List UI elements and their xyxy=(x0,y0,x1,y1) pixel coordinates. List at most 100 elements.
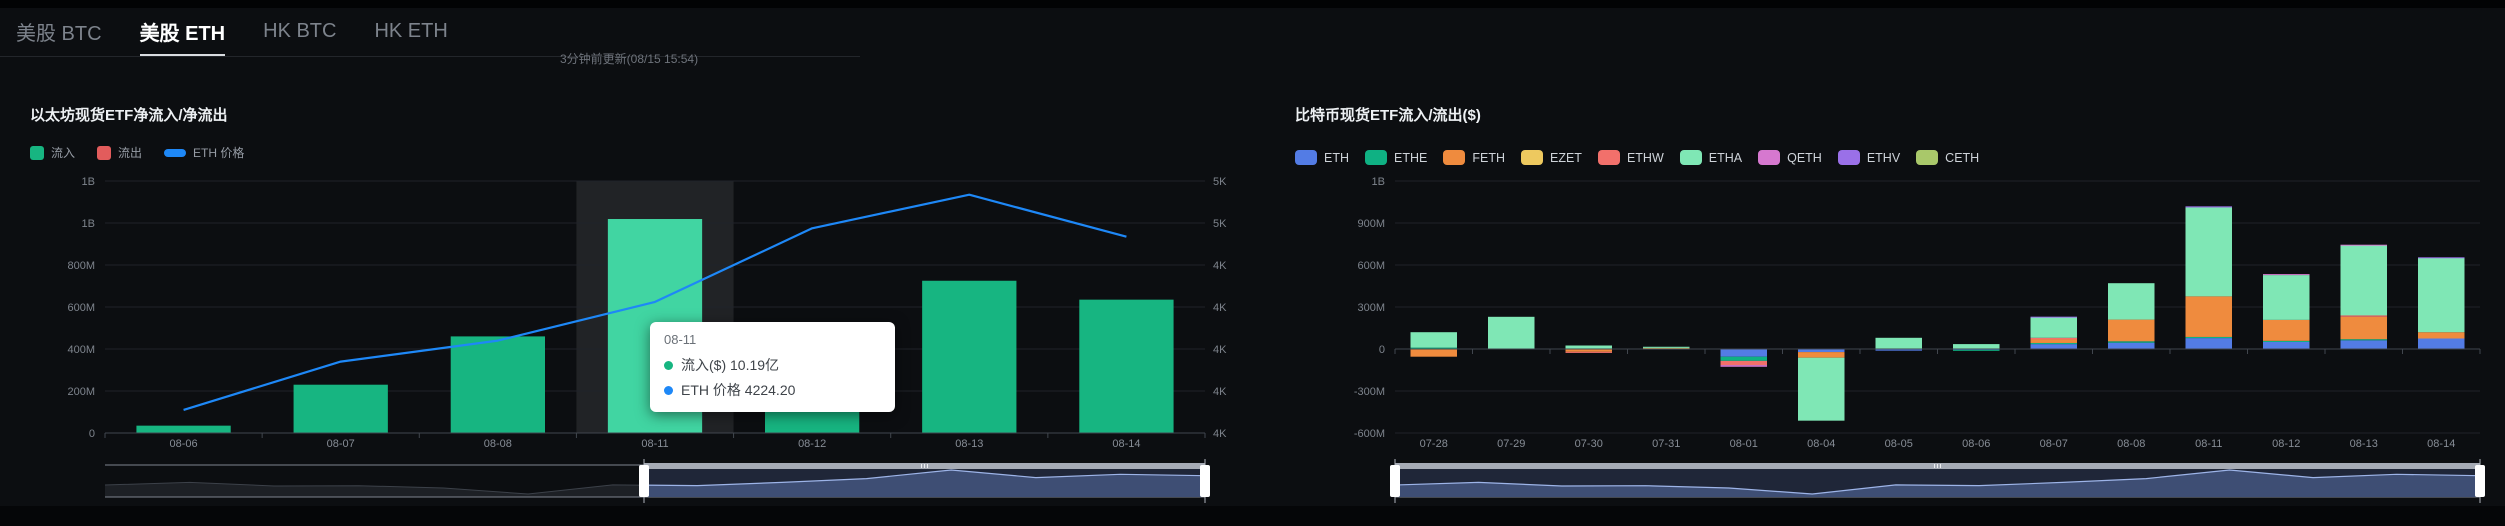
legend-item-CETH[interactable]: CETH xyxy=(1916,150,1979,165)
tab-2[interactable]: 美股 ETH xyxy=(139,8,226,56)
stack-segment-ETHV[interactable] xyxy=(2185,206,2233,208)
stack-segment-ETHA[interactable] xyxy=(1410,332,1458,348)
left-datazoom-slider-handle-left[interactable] xyxy=(639,465,649,497)
stack-segment-ETHA[interactable] xyxy=(2108,283,2155,320)
stack-segment-FETH[interactable] xyxy=(2418,332,2465,339)
stack-segment-QETH[interactable] xyxy=(2340,244,2388,246)
stack-segment-FETH[interactable] xyxy=(2108,319,2155,342)
stack-segment-ETHA[interactable] xyxy=(2185,207,2233,297)
stack-segment-ETHA[interactable] xyxy=(2340,245,2388,316)
tab-1[interactable]: 美股 BTC xyxy=(16,22,102,45)
inflow-bar[interactable] xyxy=(922,280,1017,433)
tab-3[interactable]: HK BTC xyxy=(263,19,337,42)
tab-4[interactable]: HK ETH xyxy=(374,19,448,42)
stack-segment-ETHA[interactable] xyxy=(1488,316,1535,349)
stack-segment-FETH[interactable] xyxy=(2185,296,2233,337)
axis-label: 08-14 xyxy=(1112,438,1140,450)
stack-segment-FETH[interactable] xyxy=(1410,349,1458,357)
stack-segment-ETHE[interactable] xyxy=(2030,342,2078,345)
stack-segment-ETHW[interactable] xyxy=(1720,360,1768,366)
stack-segment-QETH[interactable] xyxy=(2263,274,2310,276)
legend-item-ETH 价格[interactable]: ETH 价格 xyxy=(164,144,244,161)
stack-segment-ETHE[interactable] xyxy=(2185,336,2233,339)
stack-segment-ETHE[interactable] xyxy=(2340,339,2388,341)
stack-segment-ETHW[interactable] xyxy=(2030,337,2078,340)
stack-segment-ETHA[interactable] xyxy=(1798,357,1845,421)
stack-segment-ETH[interactable] xyxy=(2030,344,2078,349)
right-datazoom-slider[interactable] xyxy=(1390,459,2485,503)
stack-segment-ETH[interactable] xyxy=(2263,342,2310,349)
legend-item-QETH[interactable]: QETH xyxy=(1758,150,1822,165)
stack-segment-FETH[interactable] xyxy=(2263,319,2310,341)
stack-segment-ETHA[interactable] xyxy=(2263,275,2310,320)
legend-item-ETHV[interactable]: ETHV xyxy=(1837,150,1901,165)
stack-segment-ETH[interactable] xyxy=(1798,349,1845,353)
right-chart-plot[interactable]: -600M -300M 0 300M 600M 900M 1B 07-28 07-29 07-30… xyxy=(1354,176,2481,450)
stack-segment-ETH[interactable] xyxy=(2340,340,2388,349)
right-datazoom-slider-handle-left[interactable] xyxy=(1390,465,1400,497)
stack-segment-ETH[interactable] xyxy=(2185,338,2233,349)
legend-item-ETHW[interactable]: ETHW xyxy=(1597,150,1664,165)
stack-segment-ETHA[interactable] xyxy=(1875,337,1923,349)
axis-label: 1B xyxy=(82,176,95,188)
axis-label: 08-12 xyxy=(2272,438,2300,450)
stack-segment-ETHW[interactable] xyxy=(1565,351,1613,353)
inflow-bar[interactable] xyxy=(136,425,231,433)
stack-segment-ETHA[interactable] xyxy=(2418,258,2465,333)
left-chart-plot[interactable]: 0 4K 200M 4K 400M 4K 600M 4K 800M 4K 1B 5K 1B 5K 08-06… xyxy=(67,176,1227,450)
legend-label: 流出 xyxy=(118,146,143,160)
legend-item-ETH[interactable]: ETH xyxy=(1295,150,1349,165)
axis-label: 08-13 xyxy=(2350,438,2378,450)
axis-label: 08-07 xyxy=(327,438,355,450)
inflow-bar[interactable] xyxy=(293,384,388,433)
inflow-bar[interactable] xyxy=(450,336,545,433)
axis-label: 08-14 xyxy=(2427,438,2455,450)
stack-segment-ETHA[interactable] xyxy=(2030,317,2078,338)
stack-segment-EZET[interactable] xyxy=(1643,347,1690,349)
legend-label: ETHV xyxy=(1866,150,1901,165)
legend-label: FETH xyxy=(1472,150,1505,165)
inflow-bar[interactable] xyxy=(1079,299,1174,433)
legend-item-EZET[interactable]: EZET xyxy=(1520,150,1582,165)
stack-segment-FETH[interactable] xyxy=(1798,352,1845,358)
stack-segment-ETHA[interactable] xyxy=(1565,345,1613,350)
left-chart-title: 以太坊现货ETF净流入/净流出 xyxy=(30,107,228,124)
legend-item-ETHA[interactable]: ETHA xyxy=(1679,150,1742,165)
stack-segment-ETH[interactable] xyxy=(1720,349,1768,357)
axis-label: 800M xyxy=(67,260,95,272)
legend-item-流入[interactable]: 流入 xyxy=(30,144,75,161)
stack-segment-ETHA[interactable] xyxy=(1953,344,2000,349)
left-chart-legend: 流入 流出 ETH 价格 xyxy=(30,144,244,161)
left-datazoom-slider-handle-right[interactable] xyxy=(1200,465,1210,497)
legend-item-ETHE[interactable]: ETHE xyxy=(1365,150,1427,165)
stack-segment-ETHE[interactable] xyxy=(1953,349,2000,351)
stack-segment-ETHE[interactable] xyxy=(1410,347,1458,349)
left-datazoom-slider[interactable] xyxy=(104,459,1210,503)
legend-marker xyxy=(1295,150,1317,165)
legend-label: CETH xyxy=(1945,150,1980,165)
stack-segment-ETHV[interactable] xyxy=(2030,316,2078,318)
stack-segment-FETH[interactable] xyxy=(1565,349,1613,352)
stack-segment-FETH[interactable] xyxy=(2340,316,2388,340)
tooltip-series-value: 流入($) 10.19亿 xyxy=(681,357,780,373)
stack-segment-ETHE[interactable] xyxy=(2263,340,2310,342)
stack-segment-QETH[interactable] xyxy=(1720,365,1768,367)
legend-item-流出[interactable]: 流出 xyxy=(97,144,142,161)
stack-segment-ETH[interactable] xyxy=(2108,342,2155,349)
stack-segment-ETHE[interactable] xyxy=(2108,341,2155,343)
stack-segment-FETH[interactable] xyxy=(2030,339,2078,343)
right-datazoom-slider-handle-right[interactable] xyxy=(2475,465,2485,497)
stack-segment-ETHW[interactable] xyxy=(2340,315,2388,317)
stack-segment-ETHA[interactable] xyxy=(1643,346,1690,348)
legend-item-FETH[interactable]: FETH xyxy=(1443,150,1505,165)
stack-segment-ETHE[interactable] xyxy=(1720,356,1768,361)
axis-label: 0 xyxy=(1379,344,1385,356)
stack-segment-ETHV[interactable] xyxy=(2418,257,2465,259)
axis-label: 08-07 xyxy=(2040,438,2068,450)
tooltip-series-dot xyxy=(664,385,673,395)
axis-label: 08-11 xyxy=(641,438,668,450)
right-chart-legend: ETH ETHE FETH EZET ETHW ETHA QETH ETHV CETH xyxy=(1295,150,1979,165)
bottom-strip xyxy=(0,506,2505,526)
stack-segment-ETH[interactable] xyxy=(2418,338,2465,350)
stack-segment-ETH[interactable] xyxy=(1875,349,1923,351)
